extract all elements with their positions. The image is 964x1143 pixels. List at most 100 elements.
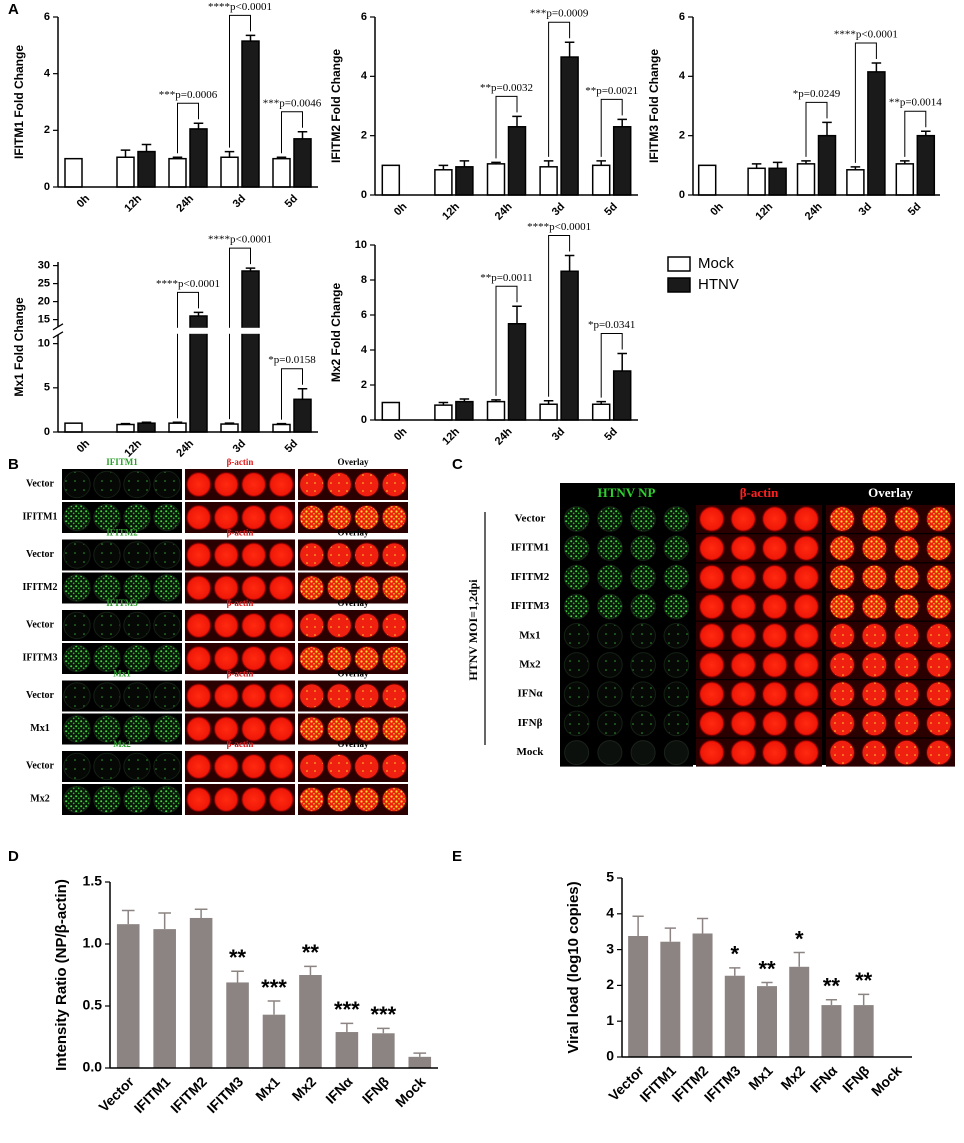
panel-label: C	[452, 456, 463, 473]
well	[829, 622, 855, 649]
well	[123, 574, 151, 602]
well	[563, 710, 590, 737]
well	[861, 652, 888, 678]
x-tick-label: IFNβ	[359, 1073, 393, 1107]
well	[153, 644, 181, 673]
well	[241, 683, 267, 709]
bar	[591, 403, 611, 421]
well	[213, 753, 239, 780]
x-tick-label: 0h	[392, 425, 410, 443]
error-bar	[340, 1022, 354, 1033]
well	[663, 652, 690, 678]
significance-bracket	[177, 291, 199, 419]
bar	[612, 126, 632, 196]
row-label: Mx1	[519, 629, 540, 641]
well	[861, 622, 888, 649]
well	[93, 470, 121, 499]
error-bar	[120, 149, 131, 158]
error-bar	[596, 400, 606, 405]
well	[186, 683, 212, 709]
y-tick-label: 4	[361, 70, 368, 82]
y-tick-label: 0	[44, 426, 50, 438]
significance-label: ***p=0.0046	[263, 97, 322, 109]
bar	[241, 40, 260, 188]
well	[663, 622, 690, 649]
well	[63, 541, 91, 569]
well	[663, 681, 690, 708]
significance-label: **	[758, 956, 776, 981]
y-axis-label: Viral load (log10 copies)	[565, 881, 582, 1053]
significance-label: ***p=0.0009	[530, 8, 589, 20]
well	[123, 470, 151, 499]
bar	[628, 935, 649, 1057]
y-axis-label: Mx2 Fold Change	[329, 283, 343, 383]
well	[299, 612, 325, 639]
x-tick-label: 24h	[174, 193, 196, 215]
well	[213, 683, 239, 709]
row-label: Mx1	[30, 723, 49, 734]
column-header: HTNV NP	[598, 485, 656, 500]
error-bar	[564, 41, 575, 58]
well	[299, 716, 325, 742]
y-tick-label: 8	[361, 274, 367, 286]
well	[299, 504, 325, 531]
well	[861, 710, 888, 737]
well	[730, 710, 757, 737]
y-tick-label: 3	[606, 940, 614, 956]
error-bar	[438, 401, 449, 406]
well	[730, 593, 757, 620]
well	[326, 504, 352, 531]
bar	[747, 167, 766, 196]
well	[354, 504, 380, 531]
error-bar	[696, 917, 709, 934]
bar	[560, 270, 579, 421]
well	[381, 575, 407, 601]
error-bar	[194, 908, 208, 918]
significance-label: **p=0.0014	[889, 97, 942, 109]
well	[326, 645, 352, 672]
well	[563, 622, 590, 649]
column-header: IFITM2	[106, 528, 138, 538]
well	[926, 593, 952, 620]
well	[926, 535, 952, 562]
well	[268, 645, 294, 672]
error-bar	[512, 115, 522, 127]
error-bar	[751, 163, 762, 169]
error-bar	[245, 267, 256, 271]
significance-bracket	[177, 102, 199, 154]
significance-label: **p=0.0032	[480, 82, 533, 94]
well	[563, 564, 590, 591]
well	[563, 535, 590, 562]
row-label: IFITM3	[511, 600, 550, 612]
bar	[757, 986, 777, 1057]
y-tick-label: 2	[679, 130, 685, 142]
well	[93, 503, 121, 532]
column-header: Overlay	[338, 528, 369, 538]
well	[698, 739, 725, 766]
well	[793, 593, 820, 620]
bar	[895, 163, 915, 196]
x-tick-label: 3d	[231, 193, 249, 211]
well	[93, 715, 121, 743]
well	[926, 710, 952, 737]
well	[299, 753, 325, 780]
well	[861, 739, 888, 766]
bar	[189, 917, 213, 1068]
well	[698, 593, 725, 620]
well	[893, 681, 920, 708]
well	[123, 785, 151, 814]
well	[63, 470, 91, 499]
well	[381, 612, 407, 639]
well	[241, 471, 267, 498]
error-bar	[231, 970, 244, 983]
well	[793, 622, 820, 649]
bar	[821, 1005, 842, 1057]
significance-label: ****p<0.0001	[156, 278, 220, 290]
y-tick-label: 1	[606, 1012, 614, 1028]
well	[730, 622, 757, 649]
well	[186, 645, 212, 672]
y-tick-label: 10	[355, 239, 367, 251]
significance-bracket	[600, 98, 623, 157]
well	[63, 682, 91, 710]
